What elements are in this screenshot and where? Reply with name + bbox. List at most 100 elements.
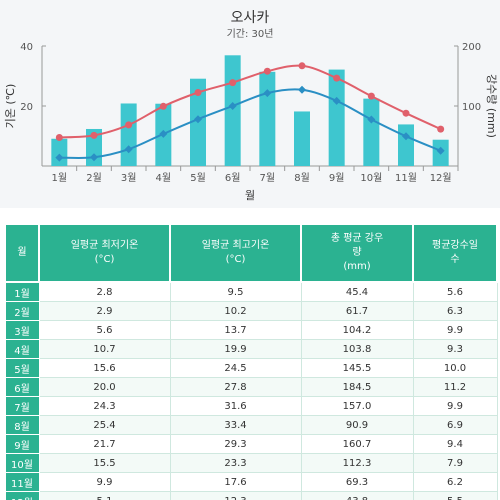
- table-cell: 43.8: [300, 491, 414, 500]
- table-row: 9월 21.7 29.3 160.7 9.4: [4, 434, 498, 454]
- month-cell: 1월: [4, 281, 40, 302]
- precipitation-bar: [120, 103, 137, 166]
- min-temp-point: [194, 115, 202, 124]
- chart-title: 오사카: [231, 10, 270, 26]
- table-cell: 157.0: [300, 396, 414, 416]
- y-right-axis-label: 강수량 (mm): [485, 74, 498, 138]
- table-cell: 45.4: [300, 281, 414, 302]
- max-temp-point: [159, 102, 167, 110]
- min-temp-point: [263, 89, 272, 98]
- month-cell: 3월: [4, 320, 40, 340]
- table-cell: 24.5: [169, 358, 302, 378]
- table-cell: 10.7: [38, 339, 171, 359]
- min-temp-point: [332, 96, 341, 105]
- month-cell: 6월: [4, 377, 40, 397]
- table-cell: 21.7: [38, 434, 171, 454]
- table-row: 11월 9.9 17.6 69.3 6.2: [4, 472, 498, 492]
- table-cell: 25.4: [38, 415, 171, 435]
- table-header-row: 월 일평균 최저기온 (°C) 일평균 최고기온 (°C) 총 평균 강우 량 (mm…: [4, 223, 498, 283]
- table-cell: 33.4: [169, 415, 302, 435]
- table-row: 5월 15.6 24.5 145.5 10.0: [4, 358, 498, 378]
- x-axis-label: 월: [245, 189, 255, 202]
- table-row: 6월 20.0 27.8 184.5 11.2: [4, 377, 498, 397]
- precipitation-bar: [294, 111, 310, 166]
- precipitation-bar: [259, 71, 276, 166]
- x-tick-label: 5월: [190, 172, 206, 184]
- month-cell: 5월: [4, 358, 40, 378]
- table-row: 7월 24.3 31.6 157.0 9.9: [4, 396, 498, 416]
- table-cell: 5.6: [38, 320, 171, 340]
- month-cell: 9월: [4, 434, 40, 454]
- table-cell: 9.9: [38, 472, 171, 492]
- table-cell: 6.9: [412, 415, 498, 435]
- month-cell: 2월: [4, 301, 40, 321]
- x-tick-label: 6월: [225, 172, 241, 184]
- month-cell: 7월: [4, 396, 40, 416]
- table-header-cell: 월: [4, 223, 40, 283]
- table-cell: 19.9: [169, 339, 302, 359]
- table-row: 10월 15.5 23.3 112.3 7.9: [4, 453, 498, 473]
- table-cell: 17.6: [169, 472, 302, 492]
- max-temp-point: [333, 74, 341, 82]
- table-header-cell: 일평균 최저기온 (°C): [38, 223, 171, 283]
- table-cell: 5.6: [412, 281, 498, 302]
- table-cell: 12.3: [169, 491, 302, 500]
- x-tick-label: 7월: [260, 172, 276, 184]
- x-tick-label: 12월: [430, 172, 452, 184]
- min-temp-point: [367, 115, 376, 124]
- table-row: 12월5.112.343.85.5: [4, 491, 498, 500]
- x-tick-label: 4월: [156, 172, 172, 184]
- y-left-tick-label: 20: [20, 102, 33, 113]
- month-cell: 10월: [4, 453, 40, 473]
- table-header-cell: 총 평균 강우 량 (mm): [300, 223, 414, 283]
- min-temp-point: [228, 102, 237, 110]
- min-temp-point: [55, 153, 64, 162]
- table-cell: 9.9: [412, 396, 498, 416]
- max-temp-point: [263, 67, 271, 75]
- table-cell: 15.5: [38, 453, 171, 473]
- table-cell: 90.9: [300, 415, 414, 435]
- precipitation-bar: [398, 124, 414, 166]
- x-tick-label: 11월: [395, 172, 417, 184]
- table-cell: 145.5: [300, 358, 414, 378]
- table-cell: 27.8: [169, 377, 302, 397]
- table-cell: 9.3: [412, 339, 498, 359]
- table-body: 1월 2.8 9.5 45.4 5.6 2월 2.9 10.2 61.7 6.3 3월 5.6 13.7…: [4, 281, 498, 500]
- table-cell: 23.3: [169, 453, 302, 473]
- month-cell: 12월: [4, 491, 40, 500]
- max-temp-point: [125, 121, 133, 129]
- month-cell: 4월: [4, 339, 40, 359]
- table-cell: 6.3: [412, 301, 498, 321]
- table-cell: 9.5: [169, 281, 302, 302]
- table-cell: 5.5: [412, 491, 498, 500]
- table-cell: 10.0: [412, 358, 498, 378]
- table-cell: 2.8: [38, 281, 171, 302]
- table-cell: 24.3: [38, 396, 171, 416]
- min-temp-point: [436, 146, 445, 155]
- table-row: 1월 2.8 9.5 45.4 5.6: [4, 281, 498, 302]
- table-row: 2월 2.9 10.2 61.7 6.3: [4, 301, 498, 321]
- table-header-cell: 평균강수일 수: [412, 223, 498, 283]
- table-cell: 61.7: [300, 301, 414, 321]
- x-tick-label: 9월: [329, 172, 345, 184]
- table-cell: 103.8: [300, 339, 414, 359]
- x-tick-label: 10월: [360, 172, 382, 184]
- table-cell: 20.0: [38, 377, 171, 397]
- table-row: 4월 10.7 19.9 103.8 9.3: [4, 339, 498, 359]
- table-cell: 112.3: [300, 453, 414, 473]
- table-cell: 104.2: [300, 320, 414, 340]
- max-temp-point: [298, 62, 306, 70]
- table-cell: 69.3: [300, 472, 414, 492]
- min-temp-point: [159, 129, 168, 138]
- max-temp-point: [367, 92, 375, 100]
- chart-subtitle: 기간: 30년: [227, 28, 274, 40]
- table-cell: 9.9: [412, 320, 498, 340]
- table-cell: 31.6: [169, 396, 302, 416]
- max-temp-point: [229, 79, 237, 87]
- min-temp-point: [90, 153, 98, 162]
- table-cell: 11.2: [412, 377, 498, 397]
- table-row: 8월 25.4 33.4 90.9 6.9: [4, 415, 498, 435]
- min-temp-line: [59, 88, 442, 159]
- x-tick-label: 3월: [121, 172, 137, 184]
